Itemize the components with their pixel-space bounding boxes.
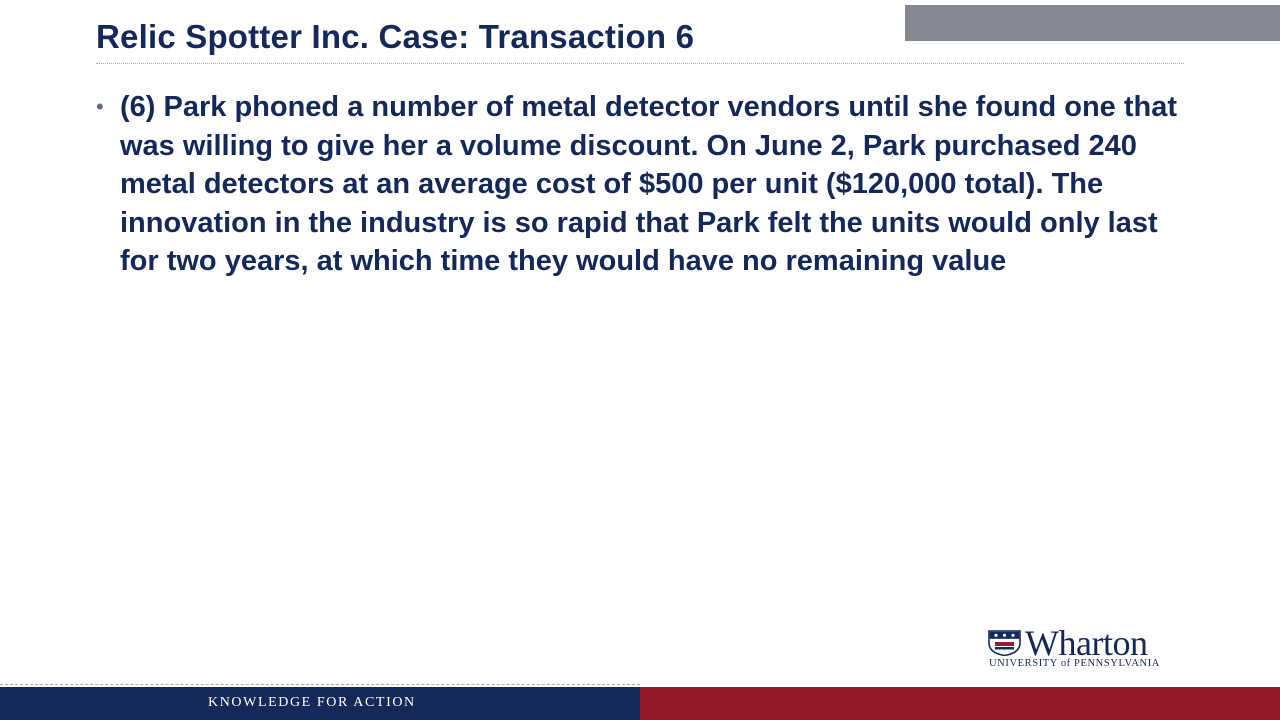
footer-red-band xyxy=(640,687,1280,720)
bullet-text: (6) Park phoned a number of metal detect… xyxy=(120,91,1177,277)
footer-navy-band: KNOWLEDGE FOR ACTION xyxy=(0,687,640,720)
shield-crest-icon xyxy=(988,630,1021,656)
logo-wordmark: Wharton xyxy=(1025,623,1148,663)
wharton-logo: Wharton UNIVERSITY of PENNSYLVANIA xyxy=(988,623,1193,672)
logo-subtitle: UNIVERSITY of PENNSYLVANIA xyxy=(989,658,1160,669)
slide-title: Relic Spotter Inc. Case: Transaction 6 xyxy=(96,18,695,55)
footer-divider xyxy=(0,684,640,685)
footer-tagline: KNOWLEDGE FOR ACTION xyxy=(208,695,416,710)
bullet-marker: • xyxy=(96,94,104,119)
bullet-item: • (6) Park phoned a number of metal dete… xyxy=(96,88,1196,281)
header-accent-bar xyxy=(905,5,1280,41)
title-divider xyxy=(96,63,1184,64)
bullet-list: • (6) Park phoned a number of metal dete… xyxy=(96,88,1196,281)
